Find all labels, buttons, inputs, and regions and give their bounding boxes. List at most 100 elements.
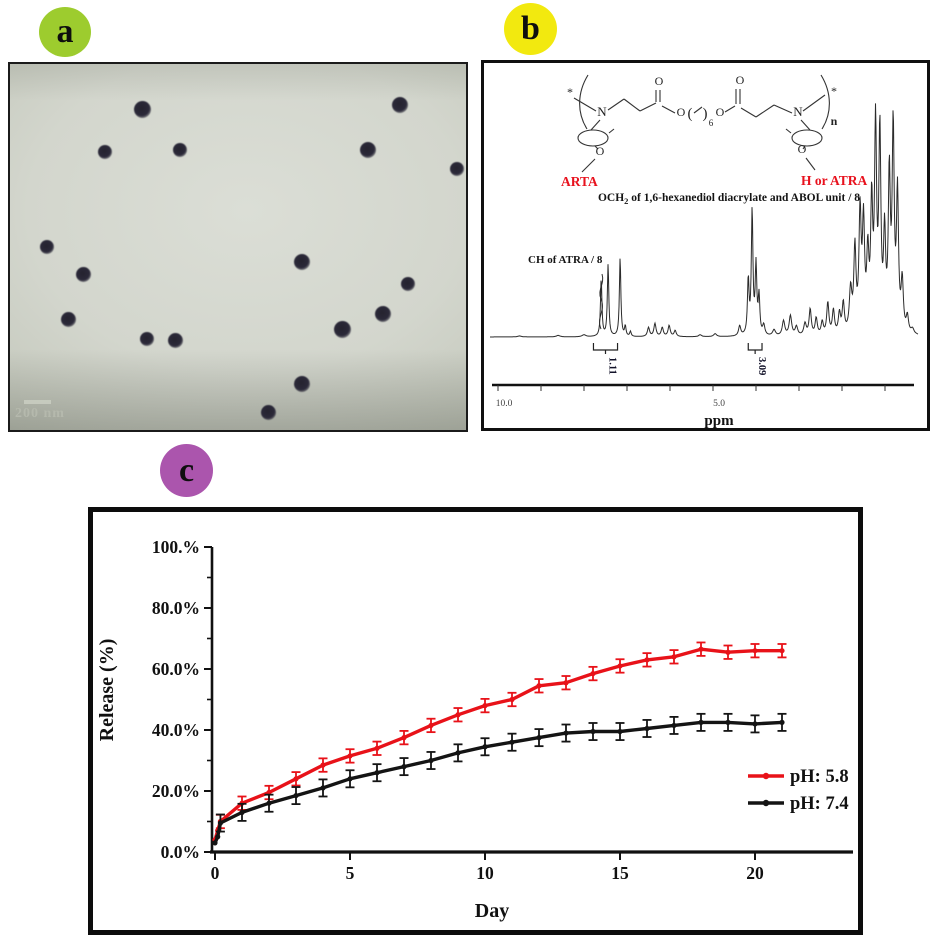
atom-label: * <box>831 84 837 98</box>
nanoparticle <box>167 332 183 348</box>
data-point-marker <box>374 745 380 751</box>
data-point-marker <box>536 683 542 689</box>
release-chart-panel: 0.0% 20.0% 40.0% 60.0% 80.0% 100.% 0 5 10 15 20 Day… <box>88 507 863 935</box>
data-point-marker <box>239 809 245 815</box>
y-tick-label: 40.0% <box>152 720 200 740</box>
data-point-marker <box>671 722 677 729</box>
data-point-marker <box>212 840 218 846</box>
atom-label: O <box>736 73 745 87</box>
panel-c-letter: c <box>178 451 195 489</box>
integration-bracket <box>592 343 619 354</box>
atom-label: * <box>567 85 573 99</box>
nanoparticle <box>450 162 464 176</box>
x-tick-label: 10 <box>476 863 494 883</box>
data-point-marker <box>320 785 326 791</box>
data-point-marker <box>215 834 221 840</box>
data-point-marker <box>428 722 434 729</box>
data-point-marker <box>455 750 461 756</box>
integration-value: 1.11 <box>607 357 618 375</box>
y-tick-label: 0.0% <box>161 842 200 862</box>
data-point-marker <box>428 757 434 764</box>
nanoparticle <box>375 306 391 322</box>
panel-a-badge: a <box>39 7 91 57</box>
nanoparticle <box>140 332 154 346</box>
nanoparticle <box>260 404 276 420</box>
x-tick-label: 20 <box>746 863 764 883</box>
y-tick-label: 100.% <box>152 537 200 557</box>
panel-b-badge: b <box>504 3 557 55</box>
data-point-marker <box>725 649 731 655</box>
panel-c-badge: c <box>160 444 213 497</box>
nanoparticle <box>60 311 76 327</box>
data-point-marker <box>779 719 785 725</box>
nanoparticle <box>401 277 415 291</box>
nanoparticle <box>294 254 310 270</box>
arta-label: ARTA <box>561 174 598 189</box>
nanoparticle <box>40 240 54 254</box>
atom-label: N <box>793 104 803 119</box>
data-point-marker <box>509 739 515 745</box>
nanoparticle <box>133 100 151 118</box>
legend-marker-sample <box>762 799 770 807</box>
data-point-marker <box>698 719 704 725</box>
data-point-marker <box>563 730 569 736</box>
integration-value: 3.09 <box>756 357 767 375</box>
release-chart-svg: 0.0% 20.0% 40.0% 60.0% 80.0% 100.% 0 5 10 15 20 Day… <box>96 537 853 922</box>
nanoparticle <box>75 266 91 282</box>
data-point-marker <box>482 744 488 750</box>
data-point-marker <box>401 764 407 770</box>
x-axis-title: Day <box>475 900 509 922</box>
legend-label: pH: 7.4 <box>790 794 849 814</box>
data-point-marker <box>347 776 353 782</box>
data-point-marker <box>563 680 569 686</box>
atom-label: O <box>596 144 605 158</box>
repeat-unit-n: n <box>831 114 838 128</box>
ppm-axis: 10.0 5.0 ppm <box>492 383 914 428</box>
data-point-marker <box>617 663 623 669</box>
nanoparticle <box>392 97 408 113</box>
data-point-marker <box>590 670 596 677</box>
atom-label: O <box>716 105 725 119</box>
data-point-marker <box>644 657 650 663</box>
y-tick-label: 80.0% <box>152 598 200 618</box>
series-pH--7.4 <box>212 712 787 846</box>
och2-caption: OCH2 of 1,6-hexanediol diacrylate and AB… <box>598 192 860 206</box>
integration-labels: 1.11 3.09 <box>592 343 767 375</box>
nmr-panel: O O() 6 O O N N O O * * n ARTA H or ATRA OCH2 of 1… <box>481 60 930 431</box>
data-point-marker <box>779 648 785 654</box>
ppm-tick-label: 5.0 <box>713 399 725 409</box>
data-point-marker <box>482 703 488 709</box>
panel-a-letter: a <box>56 13 74 50</box>
nanoparticle <box>360 142 376 158</box>
data-point-marker <box>401 735 407 741</box>
atom-label: ( <box>688 106 693 122</box>
data-point-marker <box>752 648 758 654</box>
legend-marker-sample <box>762 772 770 780</box>
data-point-marker <box>266 800 272 806</box>
scale-bar-label: 200 nm <box>15 406 65 421</box>
atom-label: N <box>597 104 607 119</box>
data-point-marker <box>590 728 596 735</box>
y-axis-title: Release (%) <box>96 639 118 742</box>
atom-label: O <box>677 105 686 119</box>
data-point-marker <box>671 654 677 660</box>
nanoparticle <box>333 320 351 338</box>
data-point-marker <box>644 725 650 732</box>
tem-micrograph: 200 nm <box>8 62 468 432</box>
data-point-marker <box>293 792 299 799</box>
h-or-atra-label: H or ATRA <box>801 173 868 188</box>
atom-label: O <box>655 74 664 88</box>
data-point-marker <box>217 820 223 826</box>
atom-label: 6 <box>709 118 714 128</box>
data-point-marker <box>374 770 380 776</box>
x-tick-label: 5 <box>346 863 355 883</box>
data-point-marker <box>725 719 731 725</box>
data-point-marker <box>509 696 515 703</box>
x-tick-label: 0 <box>211 863 220 883</box>
data-point-marker <box>698 646 704 652</box>
y-tick-label: 60.0% <box>152 659 200 679</box>
